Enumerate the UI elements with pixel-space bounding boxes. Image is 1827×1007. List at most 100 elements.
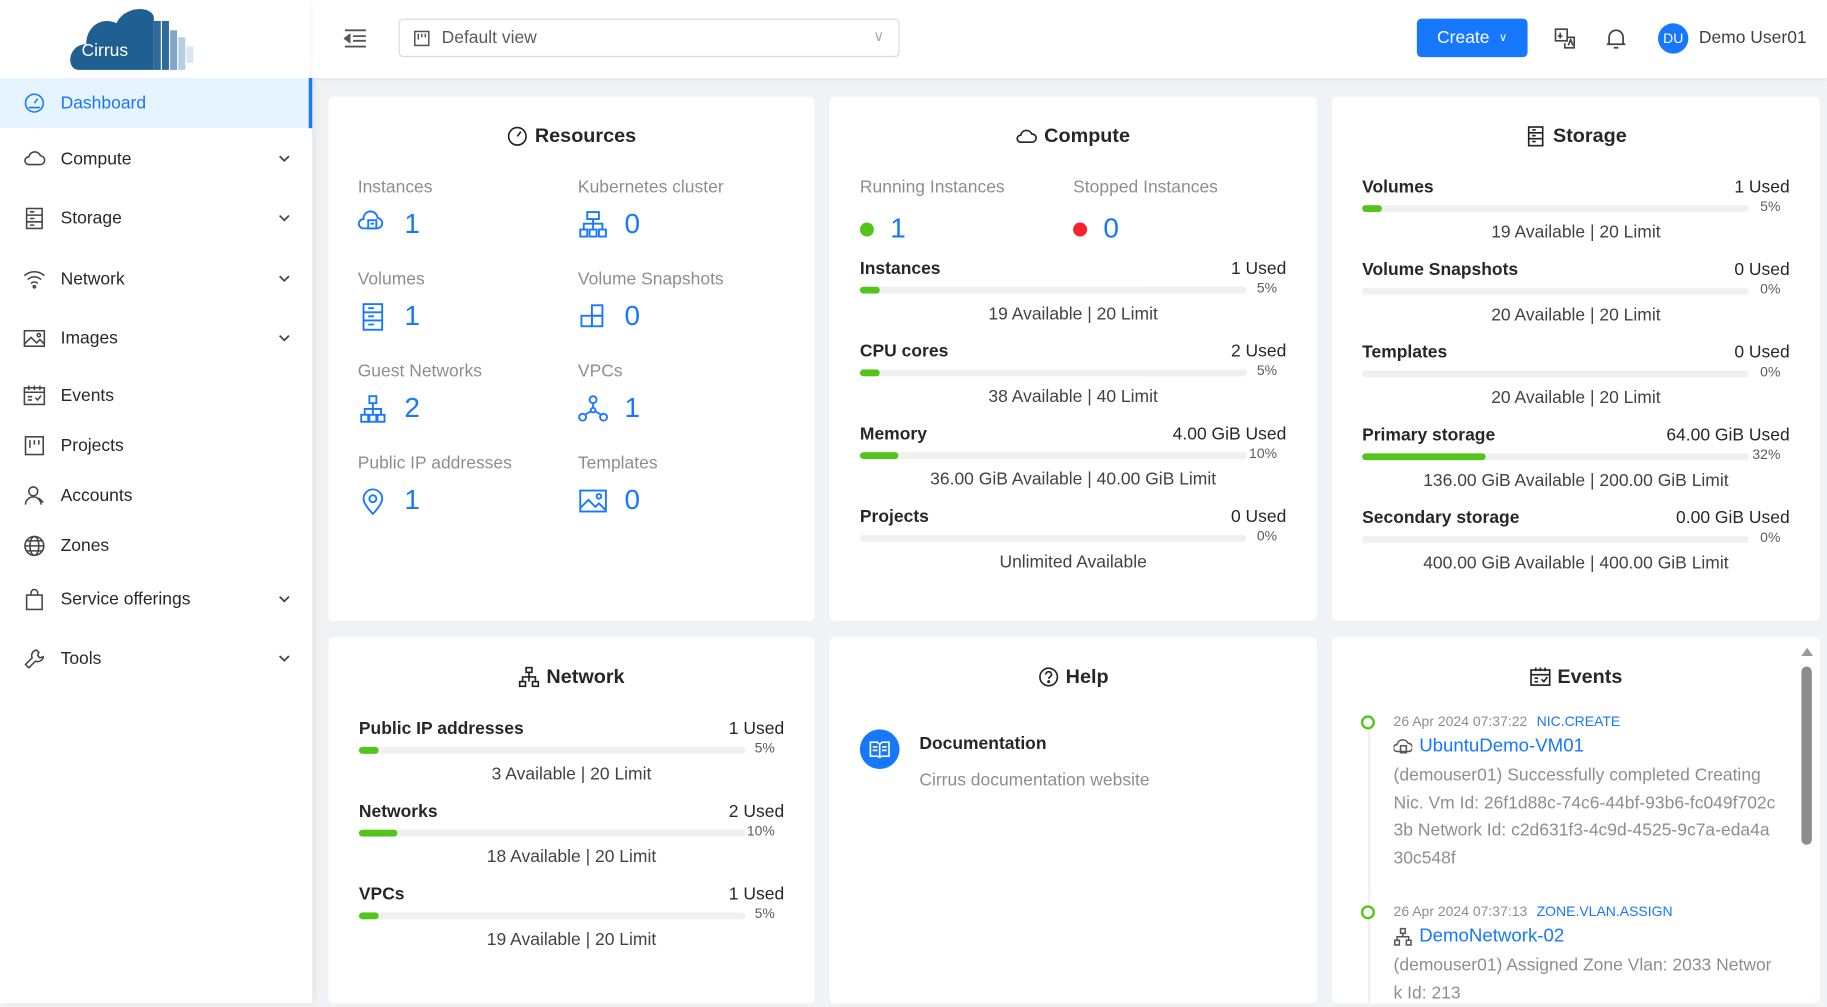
- scroll-up-arrow[interactable]: [1801, 647, 1814, 656]
- usage-used: 64.00 GiB Used: [1666, 425, 1790, 446]
- usage-percent: 32%: [1752, 446, 1781, 463]
- templates-count[interactable]: 0: [578, 485, 640, 518]
- chevron-down-icon[interactable]: [277, 592, 291, 606]
- event-description: (demouser01) Assigned Zone Vlan: 2033 Ne…: [1393, 955, 1772, 1003]
- sidebar-item-events[interactable]: Events: [0, 368, 312, 422]
- kubernetes-cluster-icon: [579, 211, 607, 238]
- documentation-link[interactable]: Documentation: [919, 734, 1047, 754]
- network-icon: [1393, 927, 1412, 946]
- view-select-value: Default view: [441, 27, 537, 48]
- event-resource-link[interactable]: UbuntuDemo-VM01: [1393, 736, 1584, 757]
- chevron-down-icon[interactable]: [277, 651, 291, 665]
- view-select[interactable]: Default view ∨: [398, 18, 900, 58]
- public-ip-addresses-count[interactable]: 1: [358, 485, 420, 518]
- sidebar-item-network[interactable]: Network: [0, 252, 312, 306]
- usage-name: Networks: [358, 801, 438, 822]
- header: Default view ∨ Create ∨ DU Demo User01: [312, 0, 1827, 79]
- timeline-dot: [1360, 905, 1375, 920]
- timeline-dot: [1360, 715, 1375, 730]
- sidebar-item-label: Accounts: [60, 485, 133, 506]
- project-icon: [414, 30, 430, 46]
- storage-usage-secondary-storage: Secondary storage 0.00 GiB Used 0% 400.0…: [1362, 508, 1790, 591]
- resources-title: Resources: [329, 125, 815, 148]
- guest-networks-count[interactable]: 2: [358, 393, 420, 426]
- running-instances-label: Running Instances: [859, 177, 1005, 197]
- usage-used: 0 Used: [1734, 342, 1790, 363]
- network-usage-public-ip-addresses: Public IP addresses 1 Used 5% 3 Availabl…: [358, 719, 784, 802]
- running-instances-value[interactable]: 1: [859, 213, 906, 246]
- instances-count[interactable]: 1: [358, 209, 420, 242]
- usage-available: 19 Available | 20 Limit: [1491, 222, 1661, 243]
- chevron-down-icon: ∨: [873, 26, 885, 45]
- username[interactable]: Demo User01: [1698, 27, 1807, 48]
- usage-name: Memory: [859, 424, 927, 444]
- usage-available: Unlimited Available: [999, 552, 1147, 573]
- volumes-icon: [362, 303, 384, 331]
- chevron-down-icon[interactable]: [277, 271, 291, 285]
- usage-progress-bar: [1362, 535, 1749, 543]
- chevron-down-icon[interactable]: [277, 331, 291, 345]
- sidebar-item-label: Storage: [60, 207, 122, 228]
- usage-available: 3 Available | 20 Limit: [491, 764, 652, 785]
- bell-icon[interactable]: [1606, 27, 1627, 50]
- chevron-down-icon[interactable]: [277, 151, 291, 165]
- question-circle-icon: [1038, 667, 1058, 687]
- events-card: Events: [1331, 637, 1821, 1004]
- stopped-instances-value[interactable]: 0: [1073, 213, 1119, 246]
- storage-icon: [25, 207, 43, 229]
- help-card: Help Documentation Cirrus documentation …: [829, 637, 1317, 1004]
- storage-card: Storage Volumes 1 Used 5% 19 Available |…: [1331, 96, 1821, 622]
- sidebar-item-accounts[interactable]: Accounts: [0, 468, 312, 522]
- instances-label: Instances: [357, 177, 433, 197]
- vpcs-count[interactable]: 1: [578, 393, 640, 426]
- sidebar-item-images[interactable]: Images: [0, 311, 312, 365]
- sidebar-item-tools[interactable]: Tools: [0, 632, 312, 686]
- translate-icon[interactable]: [1553, 27, 1576, 50]
- kubernetes-cluster-count[interactable]: 0: [578, 209, 640, 242]
- avatar[interactable]: DU: [1658, 23, 1689, 54]
- usage-used: 2 Used: [728, 801, 785, 822]
- stopped-status-dot: [1073, 222, 1088, 237]
- sidebar-item-dashboard[interactable]: Dashboard: [0, 78, 313, 129]
- sidebar-item-service-offerings[interactable]: Service offerings: [0, 572, 312, 626]
- usage-percent: 0%: [1760, 363, 1781, 380]
- usage-progress-bar: [358, 746, 746, 754]
- sidebar-item-projects[interactable]: Projects: [0, 418, 312, 472]
- usage-percent: 5%: [1256, 279, 1278, 296]
- sidebar-item-label: Images: [60, 327, 118, 348]
- event-type: ZONE.VLAN.ASSIGN: [1536, 903, 1673, 920]
- documentation-description: Cirrus documentation website: [919, 770, 1150, 790]
- compute-usage-cpu-cores: CPU cores 2 Used 5% 38 Available | 40 Li…: [859, 341, 1286, 424]
- sidebar-item-compute[interactable]: Compute: [0, 132, 312, 186]
- usage-used: 0.00 GiB Used: [1676, 508, 1790, 528]
- sidebar-item-storage[interactable]: Storage: [0, 191, 312, 245]
- vpcs-label: VPCs: [577, 361, 623, 382]
- usage-available: 19 Available | 20 Limit: [988, 304, 1158, 324]
- globe-icon: [24, 535, 45, 556]
- usage-progress-bar: [358, 829, 746, 837]
- chevron-down-icon[interactable]: [277, 211, 291, 225]
- menu-fold-icon[interactable]: [343, 28, 367, 49]
- event-resource-link[interactable]: DemoNetwork-02: [1393, 926, 1564, 947]
- timeline-line: [1367, 728, 1371, 1004]
- volume-snapshots-label: Volume Snapshots: [577, 269, 724, 289]
- usage-available: 136.00 GiB Available | 200.00 GiB Limit: [1423, 470, 1729, 491]
- usage-percent: 10%: [746, 822, 775, 839]
- shopping-icon: [25, 588, 43, 610]
- cloud-icon: [1016, 129, 1038, 143]
- volume-snapshots-count[interactable]: 0: [578, 301, 640, 334]
- network-icon: [518, 666, 540, 688]
- create-button[interactable]: Create ∨: [1416, 18, 1528, 58]
- volumes-count[interactable]: 1: [358, 301, 420, 334]
- calendar-icon: [1529, 667, 1551, 686]
- documentation-icon[interactable]: [859, 729, 900, 770]
- network-card: Network Public IP addresses 1 Used 5% 3 …: [328, 637, 815, 1004]
- kubernetes-cluster-label: Kubernetes cluster: [577, 177, 724, 197]
- event-type: NIC.CREATE: [1536, 713, 1621, 730]
- chevron-down-icon: ∨: [1498, 31, 1508, 45]
- sidebar-item-zones[interactable]: Zones: [0, 519, 312, 573]
- network-usage-vpcs: VPCs 1 Used 5% 19 Available | 20 Limit: [358, 884, 784, 967]
- usage-progress-bar: [859, 452, 1247, 460]
- scrollbar[interactable]: [1801, 666, 1812, 845]
- network-title: Network: [329, 665, 815, 688]
